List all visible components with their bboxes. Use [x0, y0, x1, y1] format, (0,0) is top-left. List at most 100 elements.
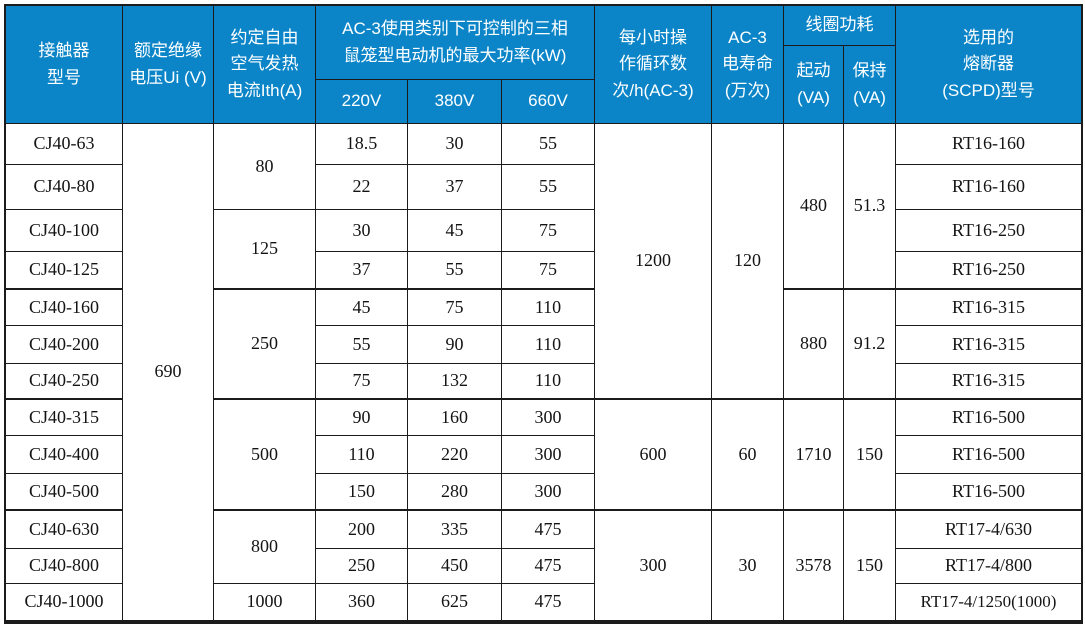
- model-cell: CJ40-315: [6, 400, 123, 436]
- fuse-cell: RT16-315: [896, 290, 1081, 326]
- kw220-cell: 22: [316, 165, 408, 210]
- model-cell: CJ40-100: [6, 210, 123, 252]
- kw380-cell: 132: [408, 364, 502, 400]
- model-cell: CJ40-500: [6, 474, 123, 511]
- ith-cell: 1000: [214, 584, 316, 620]
- model-cell: CJ40-200: [6, 326, 123, 364]
- model-cell: CJ40-800: [6, 549, 123, 584]
- kw220-cell: 150: [316, 474, 408, 511]
- kw380-cell: 90: [408, 326, 502, 364]
- header-coil-power-group: 线圈功耗: [784, 6, 896, 46]
- kw380-cell: 55: [408, 252, 502, 290]
- fuse-cell: RT16-315: [896, 364, 1081, 400]
- model-cell: CJ40-125: [6, 252, 123, 290]
- fuse-cell: RT17-4/630: [896, 511, 1081, 549]
- kw380-cell: 45: [408, 210, 502, 252]
- header-operating-cycles: 每小时操 作循环数 次/h(AC-3): [595, 6, 712, 124]
- kw660-cell: 110: [502, 290, 595, 326]
- coil-hold-cell: 51.3: [844, 124, 896, 290]
- life-cell: 120: [712, 124, 784, 400]
- kw220-cell: 30: [316, 210, 408, 252]
- kw660-cell: 475: [502, 584, 595, 620]
- kw380-cell: 37: [408, 165, 502, 210]
- coil-start-cell: 1710: [784, 400, 844, 511]
- kw220-cell: 90: [316, 400, 408, 436]
- kw220-cell: 200: [316, 511, 408, 549]
- kw660-cell: 300: [502, 400, 595, 436]
- kw660-cell: 475: [502, 549, 595, 584]
- life-cell: 30: [712, 511, 784, 620]
- life-cell: 60: [712, 400, 784, 511]
- cycles-cell: 600: [595, 400, 712, 511]
- fuse-cell: RT16-250: [896, 210, 1081, 252]
- kw660-cell: 300: [502, 436, 595, 474]
- header-fuse-type: 选用的 熔断器 (SCPD)型号: [896, 6, 1081, 124]
- cycles-cell: 1200: [595, 124, 712, 400]
- fuse-cell: RT17-4/800: [896, 549, 1081, 584]
- kw380-cell: 160: [408, 400, 502, 436]
- kw660-cell: 55: [502, 124, 595, 165]
- kw660-cell: 475: [502, 511, 595, 549]
- ith-cell: 80: [214, 124, 316, 210]
- kw220-cell: 360: [316, 584, 408, 620]
- kw380-cell: 280: [408, 474, 502, 511]
- kw220-cell: 37: [316, 252, 408, 290]
- fuse-cell: RT16-315: [896, 326, 1081, 364]
- header-contactor-model: 接触器 型号: [6, 6, 123, 124]
- insulation-voltage-cell: 690: [123, 124, 214, 620]
- kw380-cell: 220: [408, 436, 502, 474]
- header-thermal-current: 约定自由 空气发热 电流Ith(A): [214, 6, 316, 124]
- kw220-cell: 250: [316, 549, 408, 584]
- fuse-cell: RT16-160: [896, 124, 1081, 165]
- kw220-cell: 110: [316, 436, 408, 474]
- kw660-cell: 110: [502, 326, 595, 364]
- fuse-cell: RT16-250: [896, 252, 1081, 290]
- model-cell: CJ40-80: [6, 165, 123, 210]
- header-coil-hold: 保持 (VA): [844, 46, 896, 124]
- header-rated-insulation-voltage: 额定绝缘 电压Ui (V): [123, 6, 214, 124]
- ith-cell: 250: [214, 290, 316, 400]
- kw380-cell: 625: [408, 584, 502, 620]
- kw220-cell: 18.5: [316, 124, 408, 165]
- fuse-cell: RT17-4/1250(1000): [920, 591, 1057, 611]
- kw380-cell: 75: [408, 290, 502, 326]
- kw220-cell: 45: [316, 290, 408, 326]
- coil-start-cell: 480: [784, 124, 844, 290]
- kw380-cell: 30: [408, 124, 502, 165]
- header-660v: 660V: [502, 80, 595, 124]
- contactor-spec-table: 接触器 型号 额定绝缘 电压Ui (V) 约定自由 空气发热 电流Ith(A) …: [4, 4, 1083, 624]
- coil-hold-cell: 91.2: [844, 290, 896, 400]
- header-coil-start: 起动 (VA): [784, 46, 844, 124]
- ith-cell: 800: [214, 511, 316, 584]
- model-cell: CJ40-250: [6, 364, 123, 400]
- coil-start-cell: 3578: [784, 511, 844, 620]
- kw380-cell: 450: [408, 549, 502, 584]
- model-cell: CJ40-160: [6, 290, 123, 326]
- kw660-cell: 300: [502, 474, 595, 511]
- kw380-cell: 335: [408, 511, 502, 549]
- kw220-cell: 55: [316, 326, 408, 364]
- kw660-cell: 75: [502, 210, 595, 252]
- fuse-cell: RT16-500: [896, 436, 1081, 474]
- header-380v: 380V: [408, 80, 502, 124]
- model-cell: CJ40-400: [6, 436, 123, 474]
- cycles-cell: 300: [595, 511, 712, 620]
- kw660-cell: 55: [502, 165, 595, 210]
- ith-cell: 125: [214, 210, 316, 290]
- header-electrical-life: AC-3 电寿命 (万次): [712, 6, 784, 124]
- header-220v: 220V: [316, 80, 408, 124]
- fuse-cell: RT16-500: [896, 474, 1081, 511]
- model-cell: CJ40-1000: [6, 584, 123, 620]
- header-max-power-group: AC-3使用类别下可控制的三相 鼠笼型电动机的最大功率(kW): [316, 6, 595, 80]
- ith-cell: 500: [214, 400, 316, 511]
- kw220-cell: 75: [316, 364, 408, 400]
- fuse-cell: RT16-160: [896, 165, 1081, 210]
- model-cell: CJ40-630: [6, 511, 123, 549]
- kw660-cell: 75: [502, 252, 595, 290]
- fuse-cell: RT16-500: [896, 400, 1081, 436]
- coil-start-cell: 880: [784, 290, 844, 400]
- coil-hold-cell: 150: [844, 400, 896, 511]
- kw660-cell: 110: [502, 364, 595, 400]
- model-cell: CJ40-63: [6, 124, 123, 165]
